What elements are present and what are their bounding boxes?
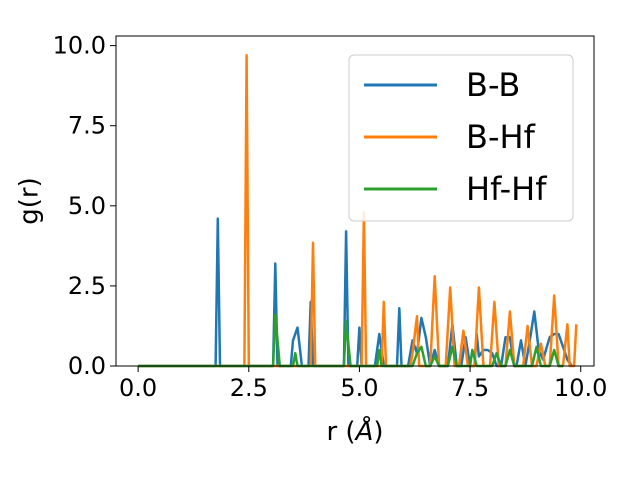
legend-label: B-Hf <box>466 118 536 156</box>
y-tick-label: 2.5 <box>68 272 106 300</box>
legend: B-B B-Hf Hf-Hf <box>348 54 574 222</box>
legend-box <box>348 54 574 222</box>
y-tick-label: 7.5 <box>68 112 106 140</box>
legend-label: Hf-Hf <box>466 170 547 208</box>
legend-label: B-B <box>466 66 520 104</box>
x-tick-label: 7.5 <box>451 374 489 402</box>
x-tick-label: 5.0 <box>340 374 378 402</box>
series-line-hf-hf <box>138 313 563 368</box>
plot-frame <box>115 35 595 367</box>
x-tick-label: 0.0 <box>119 374 157 402</box>
x-axis-label: r (Å) <box>326 415 383 447</box>
x-tick-label: 10.0 <box>554 374 607 402</box>
y-axis-label: g(r) <box>15 177 45 224</box>
x-tick-label: 2.5 <box>230 374 268 402</box>
x-axis-label-unit: Å <box>354 415 374 447</box>
x-axis-label-main: r ( <box>326 417 355 447</box>
y-axis: 0.0 2.5 5.0 7.5 10.0 <box>53 32 116 380</box>
y-tick-label: 10.0 <box>53 32 106 60</box>
x-axis: 0.0 2.5 5.0 7.5 10.0 <box>119 366 607 402</box>
x-axis-label-close: ) <box>373 417 383 447</box>
y-tick-label: 0.0 <box>68 352 106 380</box>
y-tick-label: 5.0 <box>68 192 106 220</box>
